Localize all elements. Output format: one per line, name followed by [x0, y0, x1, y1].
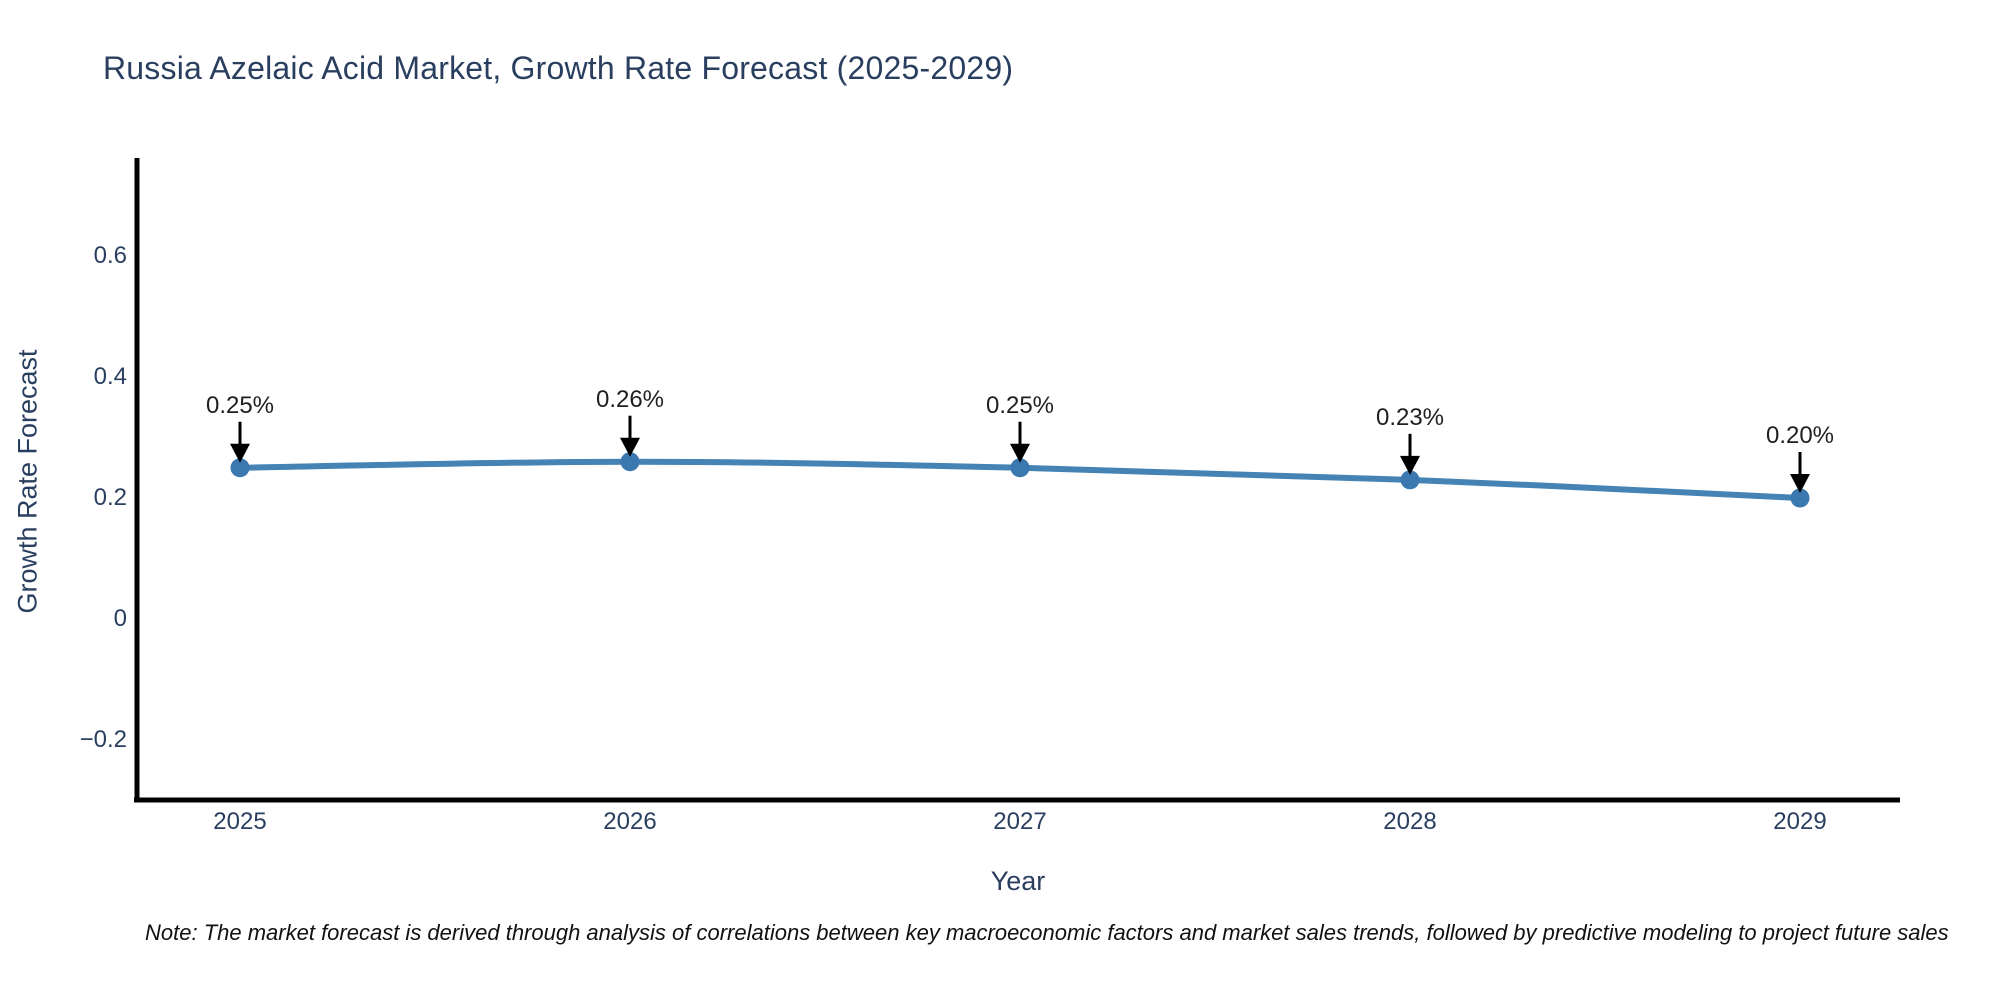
x-axis-title: Year: [990, 866, 1046, 896]
footnote: Note: The market forecast is derived thr…: [145, 920, 1949, 945]
data-point-value-label: 0.20%: [1765, 422, 1835, 449]
x-tick-label: 2026: [603, 808, 657, 835]
data-point-value-label: 0.25%: [205, 391, 275, 419]
data-point-marker[interactable]: [230, 458, 250, 478]
annotation-arrowhead-icon: [620, 437, 640, 457]
x-tick-label: 2027: [993, 808, 1047, 835]
annotation-arrowhead-icon: [1400, 455, 1420, 475]
data-point-value-label: 0.26%: [595, 385, 665, 413]
annotation-arrowhead-icon: [230, 443, 250, 463]
y-axis-title: Growth Rate Forecast: [12, 349, 43, 614]
y-tick-label: −0.2: [79, 726, 127, 753]
y-tick-label: 0.4: [93, 363, 127, 390]
x-tick-label: 2028: [1383, 808, 1437, 835]
data-point-value-label: 0.23%: [1375, 403, 1445, 431]
data-point-marker[interactable]: [620, 452, 640, 472]
annotation-arrowhead-icon: [1790, 474, 1810, 493]
y-tick-label: 0.2: [93, 484, 127, 511]
y-tick-label: 0: [113, 605, 127, 632]
data-point-marker[interactable]: [1010, 458, 1030, 478]
data-point-marker[interactable]: [1790, 488, 1810, 508]
y-tick-label: 0.6: [93, 242, 127, 269]
annotation-arrowhead-icon: [1010, 443, 1030, 463]
chart-title: Russia Azelaic Acid Market, Growth Rate …: [103, 50, 1014, 86]
data-point-marker[interactable]: [1400, 470, 1420, 490]
x-tick-label: 2025: [213, 808, 267, 835]
data-point-value-label: 0.25%: [985, 391, 1055, 419]
x-tick-label: 2029: [1773, 808, 1827, 835]
